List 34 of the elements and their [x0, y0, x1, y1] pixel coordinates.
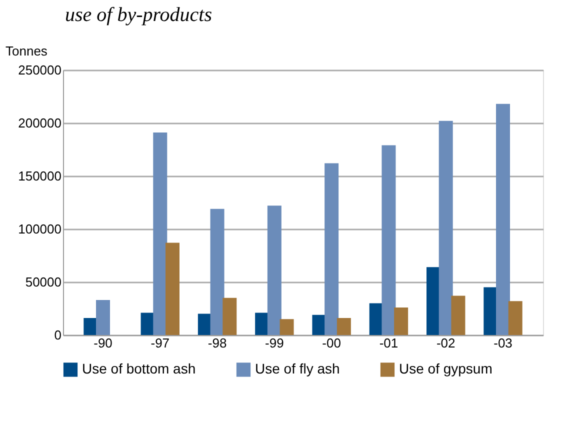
bar: [280, 319, 294, 335]
x-tick-label: -98: [208, 336, 227, 350]
bar: [336, 318, 351, 335]
x-tick-label: -90: [94, 336, 112, 350]
x-tick-label: -03: [494, 336, 512, 350]
x-tick-label: -99: [265, 336, 284, 350]
y-tick-label: 250000: [18, 62, 62, 78]
bar: [324, 163, 339, 335]
y-tick-label: 200000: [18, 116, 62, 130]
y-axis-title: Tonnes: [6, 44, 48, 58]
bar: [153, 132, 168, 335]
y-tick-label: 50000: [25, 274, 62, 290]
bar: [166, 242, 180, 335]
bar: [451, 296, 466, 335]
legend-label: Use of bottom ash: [82, 360, 196, 377]
x-tick-label: -01: [379, 336, 398, 350]
bar: [438, 120, 453, 335]
y-tick-label: 0: [54, 328, 62, 342]
x-tick-label: -97: [150, 336, 170, 350]
bar: [96, 300, 110, 335]
chart-title: use of by-products: [65, 4, 212, 26]
bar: [222, 298, 237, 335]
legend-label: Use of fly ash: [255, 360, 340, 377]
bar: [210, 208, 224, 335]
bar: [382, 145, 396, 335]
y-tick-label: 100000: [18, 222, 62, 236]
bar: [496, 104, 510, 335]
bar: [267, 206, 282, 335]
x-tick-label: -00: [322, 336, 341, 350]
legend-label: Use of gypsum: [399, 360, 492, 377]
y-tick-label: 150000: [18, 168, 62, 184]
bar: [508, 301, 522, 335]
x-tick-label: -02: [436, 336, 456, 350]
bar: [394, 307, 408, 335]
